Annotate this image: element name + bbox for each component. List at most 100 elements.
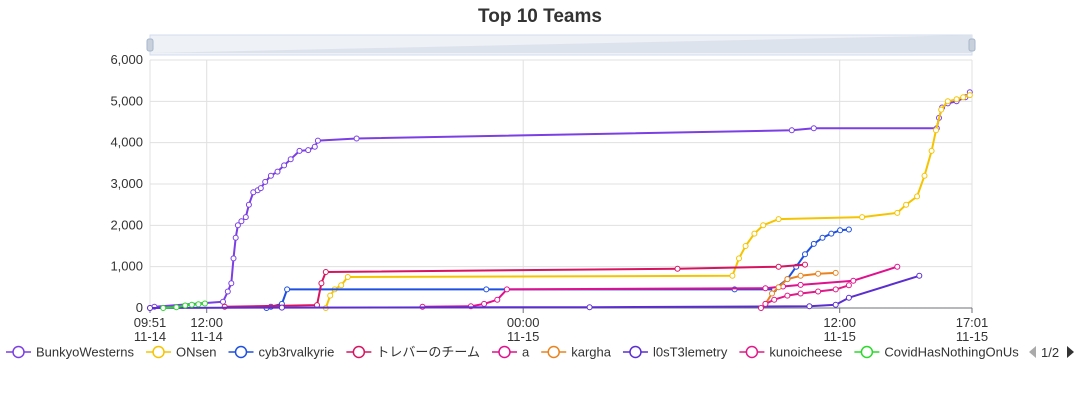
data-point — [267, 172, 274, 179]
legend-label: CovidHasNothingOnUs — [884, 345, 1019, 360]
data-point — [318, 280, 325, 287]
legend-marker-icon — [860, 345, 874, 359]
legend-label: ONsen — [176, 345, 216, 360]
data-point — [242, 214, 249, 221]
data-point — [274, 168, 281, 175]
legend-item[interactable]: BunkyoWesterns — [6, 345, 135, 360]
data-point — [353, 135, 360, 142]
data-point — [966, 92, 973, 99]
data-point — [228, 280, 235, 287]
legend-label: a — [522, 345, 530, 360]
data-point — [775, 216, 782, 223]
legend-next-icon[interactable] — [1067, 346, 1074, 358]
legend-item[interactable]: cyb3rvalkyrie — [228, 345, 335, 360]
legend-prev-icon[interactable] — [1029, 346, 1036, 358]
legend-marker-icon — [12, 345, 25, 359]
legend-marker-icon — [234, 345, 248, 359]
data-point — [503, 286, 510, 293]
legend-marker-icon — [498, 345, 511, 359]
data-zoom-slider[interactable] — [146, 34, 976, 56]
data-point — [832, 269, 839, 276]
data-point — [903, 201, 910, 208]
legend-item[interactable]: kargha — [541, 345, 612, 360]
data-point — [287, 156, 294, 163]
data-point — [859, 214, 866, 221]
data-point — [220, 298, 226, 305]
legend-pager: 1/2 — [1029, 345, 1074, 360]
data-point — [784, 276, 791, 283]
legend-item[interactable]: ONsen — [146, 345, 217, 360]
zoom-handle-left[interactable] — [146, 38, 154, 52]
legend-label: l0sT3lemetry — [653, 345, 728, 360]
data-point — [933, 127, 939, 134]
data-point — [845, 294, 852, 301]
data-point — [762, 285, 769, 292]
y-tick-label: 6,000 — [110, 52, 143, 67]
data-point — [784, 292, 791, 299]
data-point — [736, 255, 742, 262]
y-tick-label: 1,000 — [110, 259, 143, 274]
data-point — [262, 178, 269, 185]
data-point — [797, 290, 804, 297]
data-point — [173, 304, 180, 311]
data-point — [245, 201, 252, 208]
series-line — [422, 265, 898, 308]
data-point — [494, 296, 501, 303]
series-layer — [147, 89, 973, 311]
zoom-handle-right[interactable] — [968, 38, 976, 52]
legend-marker-icon — [745, 345, 759, 359]
data-point — [327, 292, 334, 299]
legend-marker-icon — [152, 345, 165, 359]
data-point — [938, 106, 945, 113]
data-point — [201, 300, 208, 307]
data-point — [311, 143, 318, 150]
data-point — [921, 172, 928, 179]
legend-label: cyb3rvalkyrie — [259, 345, 335, 360]
x-tick-label-date: 11-15 — [507, 329, 539, 344]
data-point — [775, 263, 782, 270]
data-point — [953, 96, 960, 103]
legend-item[interactable]: トレバーのチーム — [346, 345, 480, 360]
legend-item[interactable]: CovidHasNothingOnUs — [854, 345, 1019, 360]
data-point — [481, 300, 488, 307]
data-point — [296, 147, 303, 154]
data-point — [147, 305, 153, 311]
data-point — [802, 251, 808, 258]
data-point — [815, 270, 822, 277]
legend: BunkyoWesterns ONsen cyb3rvalkyrie トレバーのチーム… — [6, 345, 1019, 360]
data-point — [815, 288, 822, 295]
data-point — [182, 302, 189, 309]
data-point — [894, 263, 901, 270]
data-point — [742, 243, 749, 249]
data-point — [797, 281, 804, 288]
legend-page-indicator: 1/2 — [1041, 345, 1059, 360]
legend-marker-icon — [352, 345, 366, 359]
legend-item[interactable]: a — [491, 345, 530, 360]
data-point — [284, 286, 291, 293]
y-tick-label: 5,000 — [110, 93, 143, 108]
data-point — [278, 304, 285, 311]
y-tick-label: 4,000 — [110, 135, 143, 150]
data-point — [234, 222, 241, 229]
data-point — [160, 305, 167, 311]
x-tick-label-date: 11-14 — [134, 329, 166, 344]
legend-item[interactable]: kunoicheese — [739, 345, 842, 360]
series-line — [224, 263, 806, 308]
legend-label: BunkyoWesterns — [36, 345, 135, 360]
series-cyb3rvalkyrie — [263, 226, 852, 311]
legend-item[interactable]: l0sT3lemetry — [622, 345, 728, 360]
data-point — [257, 185, 264, 192]
x-tick-label-date: 11-15 — [824, 329, 856, 344]
data-point — [810, 125, 817, 132]
data-point — [832, 301, 839, 308]
series-l0sT3lemetry — [147, 272, 923, 311]
data-point — [188, 301, 195, 308]
grid-layer — [149, 59, 973, 308]
data-point — [758, 305, 764, 311]
series-kunoicheese — [758, 282, 852, 311]
data-point — [281, 162, 288, 169]
data-point — [819, 234, 826, 241]
x-tick-label: 12:00 — [823, 315, 856, 330]
